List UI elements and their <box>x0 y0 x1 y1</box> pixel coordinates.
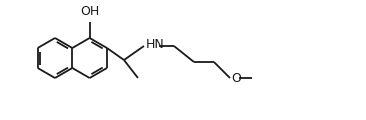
Text: OH: OH <box>80 5 99 18</box>
Text: HN: HN <box>146 39 165 51</box>
Text: O: O <box>231 72 241 85</box>
